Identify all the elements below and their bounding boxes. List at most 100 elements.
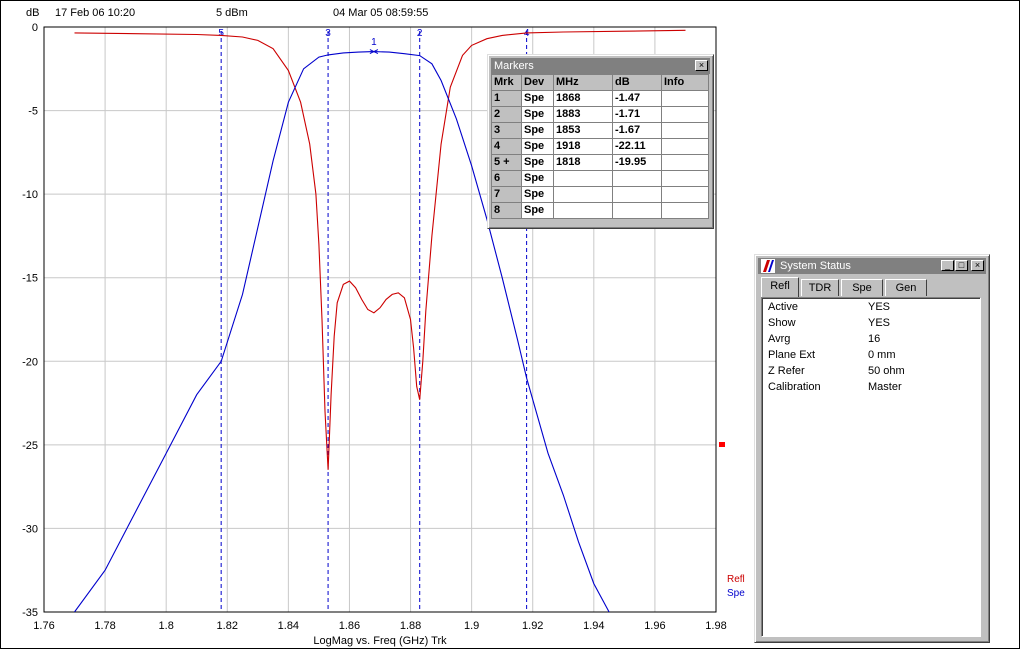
close-icon[interactable]: × <box>695 60 708 71</box>
y-tick-label: 0 <box>32 22 38 34</box>
status-value: 16 <box>868 333 881 345</box>
markers-header-row: Mrk Dev MHz dB Info <box>491 74 709 91</box>
marker-level: -22.11 <box>612 138 662 155</box>
maximize-icon[interactable]: □ <box>955 260 968 271</box>
minimize-icon[interactable]: _ <box>941 260 954 271</box>
legend-refl: Refl <box>727 574 745 585</box>
marker-id: 1 <box>491 90 522 107</box>
table-row[interactable]: 5 + Spe 1818 -19.95 <box>491 154 709 171</box>
reference-level-marker[interactable] <box>719 442 725 447</box>
marker-id: 8 <box>491 202 522 219</box>
x-tick-label: 1.92 <box>522 620 543 632</box>
marker-lines: 123 45 <box>218 28 530 612</box>
col-info[interactable]: Info <box>661 74 709 91</box>
legend-spe: Spe <box>727 588 745 599</box>
table-row[interactable]: 6 Spe <box>491 170 709 187</box>
status-key: Plane Ext <box>768 349 816 361</box>
marker-info <box>661 170 709 187</box>
x-tick-label: 1.84 <box>278 620 299 632</box>
x-tick-label: 1.76 <box>33 620 54 632</box>
status-value: YES <box>868 301 891 313</box>
marker-frequency: 1818 <box>553 154 613 171</box>
app-logo-icon <box>761 259 775 273</box>
marker-level: -19.95 <box>612 154 662 171</box>
marker-label-1: 1 <box>371 37 377 48</box>
status-title: System Status <box>780 260 851 272</box>
table-row[interactable]: 7 Spe <box>491 186 709 203</box>
series-line-refl <box>74 29 686 470</box>
marker-frequency: 1853 <box>553 122 613 139</box>
tab-tdr[interactable]: TDR <box>801 279 839 296</box>
system-status-window[interactable]: System Status _ □ × Refl TDR Spe Gen Act… <box>754 254 990 643</box>
marker-frequency <box>553 186 613 203</box>
table-row[interactable]: 8 Spe <box>491 202 709 219</box>
x-tick-label: 1.8 <box>159 620 174 632</box>
marker-label-2: 2 <box>417 28 423 39</box>
col-dev[interactable]: Dev <box>521 74 554 91</box>
x-axis-label: LogMag vs. Freq (GHz) Trk <box>313 635 447 647</box>
markers-table: Mrk Dev MHz dB Info 1 Spe 1868 -1.47 2 Spe 188… <box>491 74 709 219</box>
marker-frequency <box>553 202 613 219</box>
y-unit-label: dB <box>26 7 40 19</box>
markers-window[interactable]: Markers × Mrk Dev MHz dB Info 1 Spe 1868 -1… <box>487 54 714 229</box>
marker-device: Spe <box>521 202 554 219</box>
tab-gen[interactable]: Gen <box>885 279 927 296</box>
close-icon[interactable]: × <box>971 260 984 271</box>
table-row[interactable]: 4 Spe 1918 -22.11 <box>491 138 709 155</box>
marker-frequency: 1868 <box>553 90 613 107</box>
y-tick-label: -20 <box>22 356 38 368</box>
status-value: 0 mm <box>868 349 896 361</box>
status-panel: Active YES Show YES Avrg 16 Plane Ext 0 mm Z Ref… <box>761 297 981 637</box>
marker-label-5: 5 <box>218 28 224 39</box>
y-tick-label: -15 <box>22 273 38 285</box>
series <box>74 29 686 612</box>
marker-device: Spe <box>521 106 554 123</box>
x-tick-label: 1.96 <box>644 620 665 632</box>
marker-label-4: 4 <box>524 28 530 39</box>
marker-frequency <box>553 170 613 187</box>
marker-id: 3 <box>491 122 522 139</box>
y-tick-label: -5 <box>28 106 38 118</box>
status-key: Calibration <box>768 381 821 393</box>
marker-id: 7 <box>491 186 522 203</box>
col-mrk[interactable]: Mrk <box>491 74 522 91</box>
marker-id: 5 + <box>491 154 522 171</box>
status-key: Show <box>768 317 796 329</box>
axes: 1.76 1.78 1.8 1.82 1.84 1.86 1.88 1.9 1.92 1.94 1.… <box>22 22 727 632</box>
x-tick-label: 1.98 <box>705 620 726 632</box>
x-tick-label: 1.78 <box>94 620 115 632</box>
marker-device: Spe <box>521 154 554 171</box>
markers-title: Markers <box>494 60 534 72</box>
x-tick-label: 1.9 <box>464 620 479 632</box>
marker-level <box>612 170 662 187</box>
table-row[interactable]: 1 Spe 1868 -1.47 <box>491 90 709 107</box>
marker-device: Spe <box>521 90 554 107</box>
col-mhz[interactable]: MHz <box>553 74 613 91</box>
status-titlebar[interactable]: System Status _ □ × <box>758 258 986 274</box>
marker-device: Spe <box>521 186 554 203</box>
status-value: Master <box>868 381 902 393</box>
marker-info <box>661 154 709 171</box>
x-tick-label: 1.88 <box>400 620 421 632</box>
status-value: YES <box>868 317 891 329</box>
marker-info <box>661 138 709 155</box>
marker-level <box>612 186 662 203</box>
plot-border <box>43 26 717 613</box>
marker-label-3: 3 <box>325 28 331 39</box>
col-db[interactable]: dB <box>612 74 662 91</box>
markers-titlebar[interactable]: Markers × <box>491 58 710 74</box>
marker-level: -1.67 <box>612 122 662 139</box>
marker-info <box>661 186 709 203</box>
marker-info <box>661 122 709 139</box>
marker-id: 2 <box>491 106 522 123</box>
table-row[interactable]: 3 Spe 1853 -1.67 <box>491 122 709 139</box>
table-row[interactable]: 2 Spe 1883 -1.71 <box>491 106 709 123</box>
tab-refl[interactable]: Refl <box>761 277 799 297</box>
status-key: Z Refer <box>768 365 805 377</box>
marker-id: 6 <box>491 170 522 187</box>
y-tick-label: -35 <box>22 607 38 619</box>
series-line-spe <box>74 51 610 612</box>
tab-spe[interactable]: Spe <box>841 279 883 296</box>
marker-id: 4 <box>491 138 522 155</box>
